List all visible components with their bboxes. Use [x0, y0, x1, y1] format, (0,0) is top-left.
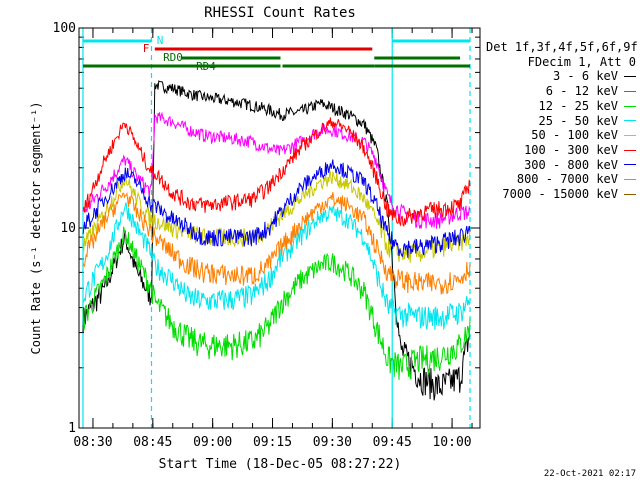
legend-swatch	[624, 179, 636, 181]
x-tick-label: 09:30	[313, 435, 352, 450]
x-tick-label: 08:30	[73, 435, 112, 450]
x-tick-label: 10:00	[432, 435, 471, 450]
y-tick-label: 100	[53, 21, 76, 36]
legend-swatch	[624, 105, 636, 107]
legend-item-label: 25 - 50 keV	[538, 113, 618, 128]
legend-item: 300 - 800 keV	[486, 158, 636, 173]
legend-item: 100 - 300 keV	[486, 143, 636, 158]
plot-frame	[78, 27, 481, 429]
legend-swatch	[624, 164, 636, 166]
series-line-25-50-keV	[82, 202, 471, 330]
legend-swatch	[624, 76, 636, 78]
y-tick-label: 10	[60, 221, 76, 236]
legend-item: 25 - 50 keV	[486, 114, 636, 129]
legend-item-label: 12 - 25 keV	[538, 98, 618, 113]
legend-swatch	[624, 149, 636, 151]
legend-item-label: 300 - 800 keV	[524, 157, 618, 172]
series-line-100-300-keV	[82, 117, 471, 228]
legend-swatch	[624, 135, 636, 137]
legend-item: 3 - 6 keV	[486, 69, 636, 84]
legend-swatch	[624, 193, 636, 195]
legend-item-label: 3 - 6 keV	[552, 69, 618, 84]
legend-swatch	[624, 120, 636, 122]
legend-item: 6 - 12 keV	[486, 84, 636, 99]
plot-layer: 1 10 100 08:30 08:45 09:00 09:15 09:30 09:45 10:0…	[53, 21, 480, 450]
chart-title: RHESSI Count Rates	[204, 5, 356, 21]
x-axis-label: Start Time (18-Dec-05 08:27:22)	[159, 457, 402, 472]
legend-item: 12 - 25 keV	[486, 99, 636, 114]
state-bar-label-f: F	[143, 42, 150, 55]
x-tick-label: 09:00	[193, 435, 232, 450]
state-bar-label-rd4: RD4	[196, 60, 216, 73]
y-axis-label: Count Rate (s⁻¹ detector segment⁻¹)	[29, 102, 43, 355]
series-line-300-800-keV	[82, 159, 471, 258]
x-tick-label: 09:15	[253, 435, 292, 450]
legend-item: 800 - 7000 keV	[486, 172, 636, 187]
legend-header-line-1: Det 1f,3f,4f,5f,6f,9f,	[486, 40, 640, 54]
legend-item: 50 - 100 keV	[486, 128, 636, 143]
x-tick-label: 09:45	[373, 435, 412, 450]
y-tick-label: 1	[68, 421, 76, 436]
legend-item-label: 100 - 300 keV	[524, 142, 618, 157]
legend-rows: 3 - 6 keV 6 - 12 keV 12 - 25 keV 25 - 50 ke…	[486, 69, 636, 201]
legend-item: 7000 - 15000 keV	[486, 187, 636, 202]
legend: Det 1f,3f,4f,5f,6f,9f, FDecim 1, Att 0 3…	[486, 40, 640, 202]
series-line-6-12-keV	[82, 111, 471, 229]
legend-item-label: 6 - 12 keV	[545, 84, 618, 99]
legend-item-label: 7000 - 15000 keV	[502, 187, 618, 202]
state-bar-label-n: N	[157, 34, 164, 47]
series-line-12-25-keV	[82, 226, 471, 380]
state-bar-label-rd0: RD0	[163, 51, 183, 64]
legend-swatch	[624, 90, 636, 92]
x-tick-label: 08:45	[133, 435, 172, 450]
timestamp: 22-Oct-2021 02:17	[544, 469, 636, 479]
series-line-800-7000-keV	[82, 191, 471, 295]
legend-item-label: 800 - 7000 keV	[516, 172, 618, 187]
legend-item-label: 50 - 100 keV	[531, 128, 618, 143]
legend-header-line-2: FDecim 1, Att 0	[527, 54, 636, 69]
